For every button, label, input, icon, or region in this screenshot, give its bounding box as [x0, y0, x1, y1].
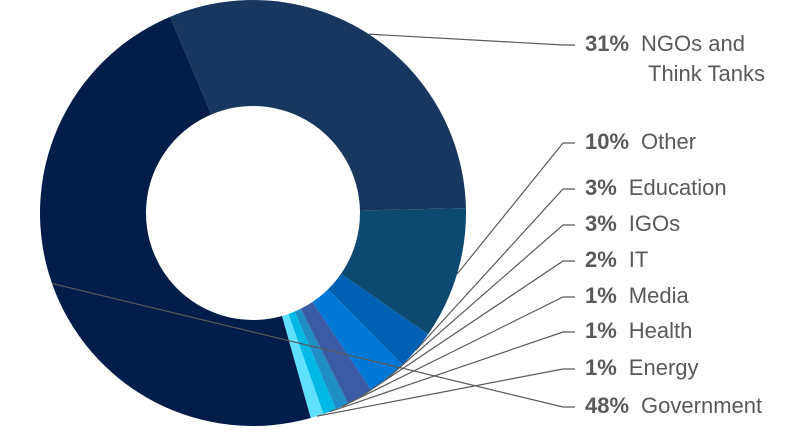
- donut-slices: [39, 0, 466, 427]
- legend-pct-igos: 3%: [585, 211, 617, 236]
- legend-item-education: 3% Education: [585, 173, 727, 203]
- leader-line-igos: [386, 224, 575, 379]
- legend-pct-energy: 1%: [585, 355, 617, 380]
- legend-pct-media: 1%: [585, 283, 617, 308]
- legend-item-health: 1% Health: [585, 316, 692, 346]
- legend-label-education: Education: [628, 175, 727, 200]
- legend-item-ngos: 31% NGOs and Think Tanks: [585, 29, 765, 89]
- donut-slice-other: [340, 208, 466, 335]
- donut-slice-government: [39, 16, 311, 427]
- legend-label-ngos-line1: NGOs and: [641, 31, 745, 56]
- legend-pct-health: 1%: [585, 318, 617, 343]
- legend-label-other: Other: [641, 129, 697, 154]
- leader-line-education: [415, 188, 575, 351]
- donut-slice-education: [328, 273, 429, 365]
- donut-slice-health: [288, 311, 336, 415]
- legend-label-health: Health: [628, 318, 693, 343]
- leader-line-ngos-and-think-tanks: [368, 33, 575, 46]
- legend-item-it: 2% IT: [585, 245, 648, 275]
- legend-pct-education: 3%: [585, 175, 617, 200]
- leader-line-other: [456, 142, 575, 275]
- legend-label-igos: IGOs: [628, 211, 681, 236]
- donut-slice-it: [300, 302, 372, 404]
- legend-pct-it: 2%: [585, 247, 617, 272]
- leader-line-energy: [317, 368, 575, 417]
- legend-label-ngos-line2: Think Tanks: [648, 61, 765, 86]
- legend-pct-other: 10%: [585, 129, 630, 154]
- leader-line-it: [359, 260, 575, 398]
- donut-slice-ngos-and-think-tanks: [170, 0, 466, 211]
- leader-lines: [51, 33, 575, 417]
- donut-slice-igos: [312, 289, 403, 391]
- legend-pct-ngos: 31%: [585, 31, 630, 56]
- legend-pct-government: 48%: [585, 393, 630, 418]
- legend-item-igos: 3% IGOs: [585, 209, 680, 239]
- legend-label-media: Media: [628, 283, 689, 308]
- legend-item-media: 1% Media: [585, 281, 689, 311]
- legend-item-energy: 1% Energy: [585, 353, 699, 383]
- legend-label-energy: Energy: [628, 355, 699, 380]
- donut-slice-media: [294, 308, 349, 410]
- leader-line-government: [51, 282, 575, 408]
- legend-label-government: Government: [641, 393, 763, 418]
- leader-line-media: [341, 296, 575, 408]
- legend-label-it: IT: [628, 247, 649, 272]
- legend-item-other: 10% Other: [585, 127, 696, 157]
- donut-slice-energy: [281, 313, 324, 419]
- legend-item-government: 48% Government: [585, 391, 762, 421]
- leader-line-health: [329, 331, 575, 413]
